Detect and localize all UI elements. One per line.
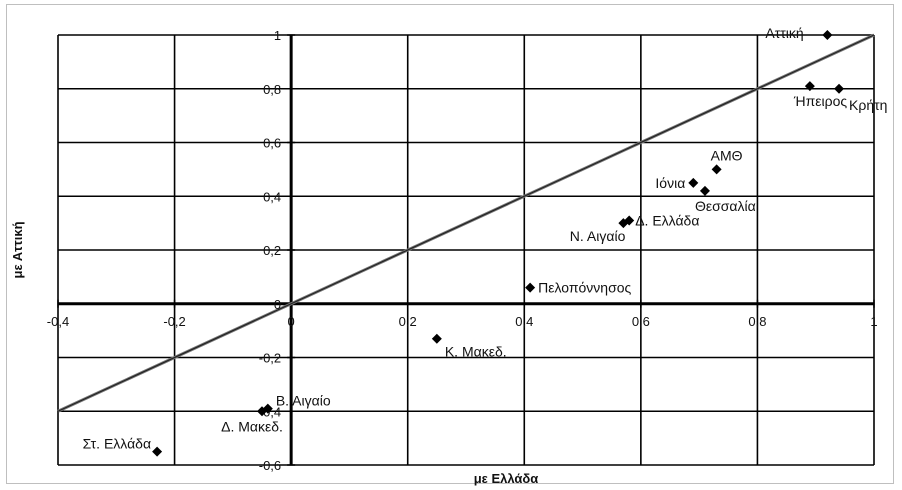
points-layer bbox=[152, 30, 845, 457]
x-tick-label: 0 bbox=[288, 314, 295, 329]
data-point-label: Πελοπόννησος bbox=[538, 280, 631, 296]
data-point-label: Ν. Αιγαίο bbox=[570, 228, 626, 244]
data-point-label: Κρήτη bbox=[849, 97, 887, 113]
axes-layer bbox=[57, 34, 875, 466]
data-point-label: Ήπειρος bbox=[793, 93, 847, 109]
data-point-label: Θεσσαλία bbox=[695, 198, 756, 214]
chart-frame bbox=[6, 4, 894, 484]
y-tick-label: 0,8 bbox=[263, 82, 281, 97]
x-axis-title: με Ελλάδα bbox=[474, 471, 539, 486]
data-point-label: Β. Αιγαίο bbox=[276, 393, 331, 409]
y-tick-label: 0,2 bbox=[263, 243, 281, 258]
y-tick-label: 1 bbox=[274, 28, 281, 43]
reference-line-core bbox=[57, 34, 875, 412]
data-point-marker bbox=[804, 81, 815, 92]
data-point-marker bbox=[525, 282, 536, 293]
y-axis-title: με Αττική bbox=[10, 221, 25, 278]
x-tick-label: 0,2 bbox=[399, 314, 417, 329]
x-tick-label: 0,8 bbox=[748, 314, 766, 329]
data-point-marker bbox=[688, 177, 699, 188]
y-tick-label: 0,6 bbox=[263, 136, 281, 151]
x-tick-label: -0,4 bbox=[47, 314, 69, 329]
data-point-label: Στ. Ελλάδα bbox=[83, 436, 151, 452]
data-point-label: Κ. Μακεδ. bbox=[445, 344, 507, 360]
data-point-label: Ιόνια bbox=[655, 175, 685, 191]
reference-line-layer bbox=[57, 33, 875, 413]
data-point-marker bbox=[834, 83, 845, 94]
x-tick-label: 0,4 bbox=[515, 314, 533, 329]
grid-layer bbox=[57, 34, 875, 466]
data-point-label: ΑΜΘ bbox=[711, 147, 743, 163]
data-point-label: Δ. Μακεδ. bbox=[221, 418, 283, 434]
y-tick-label: 0 bbox=[274, 297, 281, 312]
data-point-marker bbox=[699, 185, 710, 196]
y-tick-label: -0,2 bbox=[259, 351, 281, 366]
x-tick-label: 1 bbox=[870, 314, 877, 329]
data-point-marker bbox=[822, 30, 833, 40]
data-point-label: Δ. Ελλάδα bbox=[635, 212, 699, 228]
y-tick-label: -0,6 bbox=[259, 458, 281, 473]
data-point-label: Αττική bbox=[765, 25, 803, 41]
data-point-marker bbox=[711, 164, 722, 175]
y-tick-label: 0,4 bbox=[263, 189, 281, 204]
data-point-marker bbox=[618, 218, 629, 229]
tick-label-layer: -0,4 -0,2 0 0,2 0,4 0,6 0,8 1-0,6-0,4-0,200,20,… bbox=[47, 28, 878, 473]
data-point-marker bbox=[257, 406, 267, 417]
data-point-marker bbox=[152, 446, 163, 457]
data-point-marker bbox=[431, 333, 442, 344]
x-tick-label: 0,6 bbox=[632, 314, 650, 329]
x-tick-label: -0,2 bbox=[163, 314, 185, 329]
